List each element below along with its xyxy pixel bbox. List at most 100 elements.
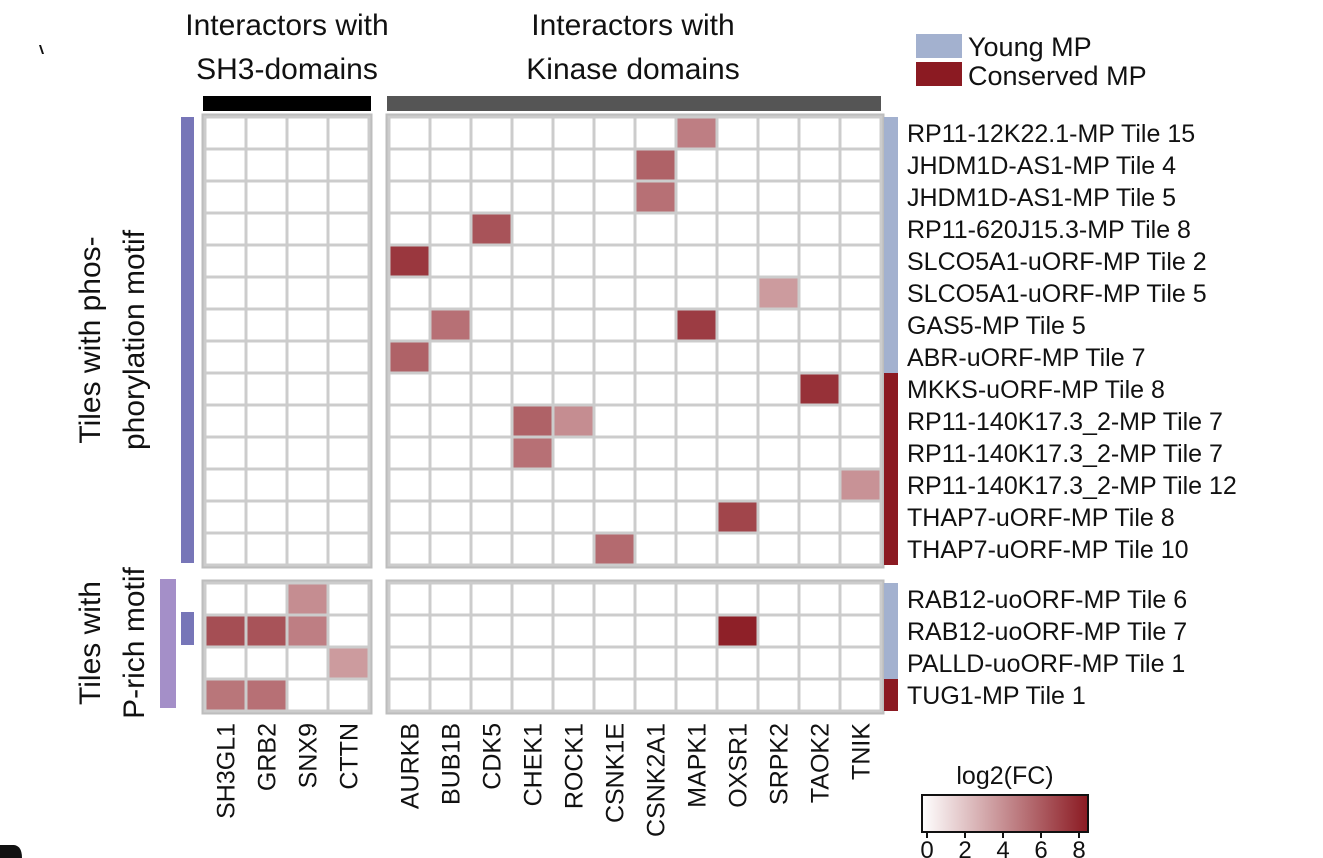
heatmap-cell [756, 115, 801, 151]
heatmap-cell [203, 147, 248, 183]
heatmap-cell [715, 243, 760, 279]
heatmap-cell [633, 211, 678, 247]
heatmap-cell [428, 147, 473, 183]
heatmap-cell [203, 677, 248, 713]
heatmap-cell [756, 677, 801, 713]
heatmap-cell [510, 499, 555, 535]
heatmap-cell [469, 115, 514, 151]
heatmap-cell [326, 499, 371, 535]
heatmap-cell [428, 467, 473, 503]
heatmap-cell [592, 115, 637, 151]
heatmap-cell [633, 403, 678, 439]
heatmap-cell [756, 613, 801, 649]
heatmap-cell [326, 179, 371, 215]
heatmap-cell [469, 435, 514, 471]
heatmap-cell [428, 581, 473, 617]
row-label: TUG1-MP Tile 1 [907, 682, 1086, 710]
heatmap-cell [674, 275, 719, 311]
heatmap-cell [203, 211, 248, 247]
heatmap-cell [797, 339, 842, 375]
heatmap-cell [797, 677, 842, 713]
heatmap-cell [326, 645, 371, 681]
heatmap-cell [797, 211, 842, 247]
heatmap-cell [244, 499, 289, 535]
heatmap-cell [428, 339, 473, 375]
heatmap-cell [469, 307, 514, 343]
heatmap-cell [285, 243, 330, 279]
row-label: RP11-140K17.3_2-MP Tile 7 [907, 408, 1223, 436]
heatmap-cell [756, 339, 801, 375]
heatmap-cell [838, 435, 883, 471]
heatmap-cell [633, 275, 678, 311]
heatmap-cell [510, 613, 555, 649]
row-class-marker [884, 213, 898, 245]
heatmap-cell [203, 115, 248, 151]
heatmap-cell [428, 307, 473, 343]
heatmap-cell [592, 467, 637, 503]
column-labels: SH3GL1 GRB2 SNX9 CTTN AURKB BUB1B CDK5 CHEK1 ROC… [213, 723, 876, 837]
heatmap-cell [387, 211, 432, 247]
heatmap-cell [387, 371, 432, 407]
kinase-group-bar [387, 96, 881, 111]
heatmap-cell [244, 613, 289, 649]
heatmap-cell [551, 147, 596, 183]
row-class-marker [884, 149, 898, 181]
heatmap-cell [715, 613, 760, 649]
heatmap-cell [674, 403, 719, 439]
prich-group-label-line2: P-rich motif [118, 566, 151, 718]
sh3-group-bar [203, 96, 371, 111]
heatmap-cell [387, 531, 432, 567]
heatmap-cell [387, 645, 432, 681]
heatmap-cell [838, 179, 883, 215]
heatmap-cell [797, 499, 842, 535]
column-label: CSNK2A1 [643, 723, 671, 837]
heatmap-cell [428, 613, 473, 649]
heatmap-cell [592, 499, 637, 535]
heatmap-cell [285, 645, 330, 681]
heatmap-cell [756, 531, 801, 567]
row-label: RAB12-uoORF-MP Tile 7 [907, 618, 1187, 646]
heatmap-cell [797, 307, 842, 343]
heatmap-cell [326, 339, 371, 375]
heatmap-cell [203, 581, 248, 617]
heatmap-cell [633, 435, 678, 471]
heatmap-cell [510, 645, 555, 681]
heatmap-cell [551, 531, 596, 567]
heatmap-cell [387, 581, 432, 617]
heatmap-cell [592, 179, 637, 215]
heatmap-cell [592, 435, 637, 471]
heatmap-cell [469, 179, 514, 215]
heatmap-cell [285, 467, 330, 503]
row-label: SLCO5A1-uORF-MP Tile 2 [907, 248, 1207, 276]
heatmap-cell [244, 645, 289, 681]
heatmap-cell [203, 531, 248, 567]
heatmap-cell [838, 147, 883, 183]
heatmap-cell [551, 115, 596, 151]
heatmap-cell [387, 435, 432, 471]
heatmap-cell [674, 613, 719, 649]
heatmap-cell [387, 339, 432, 375]
row-label: RP11-12K22.1-MP Tile 15 [907, 120, 1195, 148]
heatmap-cell [387, 179, 432, 215]
heatmap-cell [838, 581, 883, 617]
prich-group-label-line1: Tiles with [74, 581, 107, 705]
heatmap-cell [510, 211, 555, 247]
heatmap-cell [469, 613, 514, 649]
heatmap-cell [510, 467, 555, 503]
heatmap-cell [756, 307, 801, 343]
legend-label-conserved: Conserved MP [968, 61, 1147, 91]
heatmap-cell [756, 499, 801, 535]
heatmap-cell [285, 613, 330, 649]
heatmap-cell [469, 531, 514, 567]
heatmap-cell [551, 613, 596, 649]
heatmap-cell [244, 147, 289, 183]
row-class-marker [884, 647, 898, 679]
colorbar-tick-label: 8 [1072, 837, 1085, 858]
heatmap-cell [244, 677, 289, 713]
heatmap-cell [797, 645, 842, 681]
phospho-group-label-line2: phorylation motif [118, 229, 151, 450]
heatmap-cell [797, 613, 842, 649]
heatmap-cell [469, 275, 514, 311]
row-class-marker [884, 501, 898, 533]
heatmap-cell [428, 371, 473, 407]
